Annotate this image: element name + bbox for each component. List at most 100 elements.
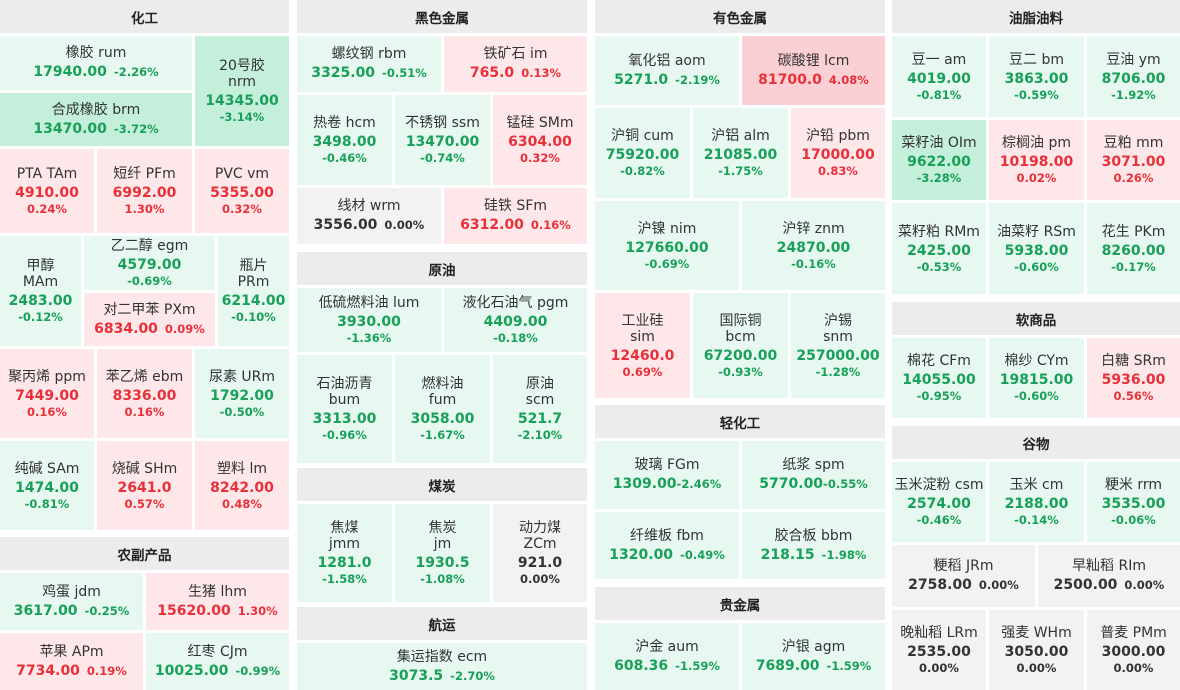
tile-hcm[interactable]: 热卷 hcm 3498.00 -0.46% [297,95,392,185]
tile-value: 1792.00 [210,387,274,404]
tile-rbm[interactable]: 螺纹钢 rbm 3325.00 -0.51% [297,36,441,92]
tile-srm[interactable]: 白糖 SRm 5936.00 0.56% [1087,338,1180,418]
tile-lcm[interactable]: 碳酸锂 lcm 81700.0 4.08% [742,36,885,105]
tile-bcm[interactable]: 国际铜 bcm 67200.00 -0.93% [693,293,788,398]
tile-whm[interactable]: 强麦 WHm 3050.00 0.00% [989,610,1084,690]
tile-mm[interactable]: 豆粕 mm 3071.00 0.26% [1087,120,1180,200]
tile-scm[interactable]: 原油 scm 521.7 -2.10% [493,355,587,463]
tile-lhm[interactable]: 生猪 lhm 15620.00 1.30% [146,573,289,630]
tile-cym[interactable]: 棉纱 CYm 19815.00 -0.60% [989,338,1084,418]
tile-ym[interactable]: 豆油 ym 8706.00 -1.92% [1087,36,1180,117]
tile-change: 0.09% [164,321,205,336]
tile-rrm[interactable]: 粳米 rrm 3535.00 -0.06% [1087,462,1180,542]
tile-csm[interactable]: 玉米淀粉 csm 2574.00 -0.46% [892,462,986,542]
tile-pm[interactable]: 棕榈油 pm 10198.00 0.02% [989,120,1084,200]
tile-fgm[interactable]: 玻璃 FGm 1309.00-2.46% [595,441,739,509]
tile-snm[interactable]: 沪锡 snm 257000.00 -1.28% [791,293,885,398]
tile-name: 乙二醇 egm [110,238,189,254]
tile-value: 12460.0 [610,347,675,364]
tile-value: 3073.5 [389,667,444,684]
tile-prm[interactable]: 瓶片 PRm 6214.00 -0.10% [218,236,289,346]
tile-fbm[interactable]: 纤维板 fbm 1320.00 -0.49% [595,512,739,579]
tile-change: -1.67% [420,428,465,442]
tile-brm[interactable]: 合成橡胶 brm 13470.00 -3.72% [0,93,192,146]
tile-change: -0.81% [24,496,70,511]
tile-name: 聚丙烯 ppm [8,368,86,385]
tile-spm[interactable]: 纸浆 spm 5770.00-0.55% [742,441,885,509]
tile-value: 5938.00 [1004,242,1069,259]
tile-change: -0.60% [1014,389,1059,403]
tile-pbm[interactable]: 沪铅 pbm 17000.00 0.83% [791,108,885,198]
tile-jmm[interactable]: 焦煤 jmm 1281.0 -1.58% [297,504,392,602]
tile-change: -2.26% [113,65,159,79]
tile-alm[interactable]: 沪铝 alm 21085.00 -1.75% [693,108,788,198]
tile-jrm[interactable]: 粳稻 JRm 2758.00 0.00% [892,545,1035,607]
tile-cfm[interactable]: 棉花 CFm 14055.00 -0.95% [892,338,986,418]
tile-aum[interactable]: 沪金 aum 608.36 -1.59% [595,623,739,690]
tile-aom[interactable]: 氧化铝 aom 5271.0 -2.19% [595,36,739,105]
tile-cm[interactable]: 玉米 cm 2188.00 -0.14% [989,462,1084,542]
tile-pmm[interactable]: 普麦 PMm 3000.00 0.00% [1087,610,1180,690]
tile-value: 6304.00 [508,134,572,150]
tile-change: -0.50% [219,404,265,419]
tile-ecm[interactable]: 集运指数 ecm 3073.5 -2.70% [297,643,587,690]
tile-name: 沪铅 pbm [806,128,870,144]
tile-pgm[interactable]: 液化石油气 pgm 4409.00 -0.18% [444,288,587,352]
tile-lm[interactable]: 塑料 lm 8242.00 0.48% [195,441,289,530]
tile-znm[interactable]: 沪锌 znm 24870.00 -0.16% [742,201,885,290]
tile-fum[interactable]: 燃料油 fum 3058.00 -1.67% [395,355,490,463]
tile-bbm[interactable]: 胶合板 bbm 218.15 -1.98% [742,512,885,579]
tile-nim[interactable]: 沪镍 nim 127660.00 -0.69% [595,201,739,290]
tile-rsm[interactable]: 油菜籽 RSm 5938.00 -0.60% [989,203,1084,294]
tile-rim[interactable]: 早籼稻 RIm 2500.00 0.00% [1038,545,1180,607]
tile-sam[interactable]: 纯碱 SAm 1474.00 -0.81% [0,441,94,530]
tile-mam[interactable]: 甲醇 MAm 2483.00 -0.12% [0,236,81,346]
tile-am[interactable]: 豆一 am 4019.00 -0.81% [892,36,986,117]
tile-cum[interactable]: 沪铜 cum 75920.00 -0.82% [595,108,690,198]
tile-name: 纤维板 fbm [630,527,704,544]
tile-zcm[interactable]: 动力煤 ZCm 921.0 0.00% [493,504,587,602]
tile-pxm[interactable]: 对二甲苯 PXm 6834.00 0.09% [84,293,215,346]
tile-lum[interactable]: 低硫燃料油 lum 3930.00 -1.36% [297,288,441,352]
tile-lrm[interactable]: 晚籼稻 LRm 2535.00 0.00% [892,610,986,690]
tile-change: 0.00% [1016,661,1057,675]
tile-ssm[interactable]: 不锈钢 ssm 13470.00 -0.74% [395,95,490,185]
tile-change: 0.32% [222,202,262,216]
tile-tam[interactable]: PTA TAm 4910.00 0.24% [0,149,94,233]
tile-value: 1930.5 [415,555,470,571]
tile-wrm[interactable]: 线材 wrm 3556.00 0.00% [297,188,441,244]
tile-egm[interactable]: 乙二醇 egm 4579.00 -0.69% [84,236,215,290]
tile-change: -1.28% [815,364,861,379]
tile-sim[interactable]: 工业硅 sim 12460.0 0.69% [595,293,690,398]
tile-smm[interactable]: 锰硅 SMm 6304.00 0.32% [493,95,587,185]
tile-apm[interactable]: 苹果 APm 7734.00 0.19% [0,633,143,690]
tile-agm[interactable]: 沪银 agm 7689.00 -1.59% [742,623,885,690]
tile-rmm[interactable]: 菜籽粕 RMm 2425.00 -0.53% [892,203,986,294]
tile-name: 线材 wrm [337,198,401,214]
tile-cjm[interactable]: 红枣 CJm 10025.00 -0.99% [146,633,289,690]
tile-im[interactable]: 铁矿石 im 765.0 0.13% [444,36,587,92]
tile-shm[interactable]: 烧碱 SHm 2641.0 0.57% [97,441,192,530]
tile-ebm[interactable]: 苯乙烯 ebm 8336.00 0.16% [97,349,192,438]
tile-sfm[interactable]: 硅铁 SFm 6312.00 0.16% [444,188,587,244]
tile-bm[interactable]: 豆二 bm 3863.00 -0.59% [989,36,1084,117]
tile-name: 棉纱 CYm [1004,353,1069,369]
tile-name: 石油沥青 bum [316,376,373,408]
tile-change: -0.12% [18,310,63,324]
tile-urm[interactable]: 尿素 URm 1792.00 -0.50% [195,349,289,438]
tile-change: 0.83% [818,164,858,178]
tile-ppm[interactable]: 聚丙烯 ppm 7449.00 0.16% [0,349,94,438]
tile-name: 沪银 agm [781,638,846,655]
tile-jdm[interactable]: 鸡蛋 jdm 3617.00 -0.25% [0,573,143,630]
tile-pkm[interactable]: 花生 PKm 8260.00 -0.17% [1087,203,1180,294]
tile-bum[interactable]: 石油沥青 bum 3313.00 -0.96% [297,355,392,463]
tile-jm[interactable]: 焦炭 jm 1930.5 -1.08% [395,504,490,602]
tile-rum[interactable]: 橡胶 rum 17940.00 -2.26% [0,36,192,90]
tile-value: 17000.00 [801,147,875,163]
tile-pfm[interactable]: 短纤 PFm 6992.00 1.30% [97,149,192,233]
tile-oim[interactable]: 菜籽油 OIm 9622.00 -3.28% [892,120,986,200]
tile-name: 不锈钢 ssm [405,115,480,131]
tile-nrm[interactable]: 20号胶 nrm 14345.00 -3.14% [195,36,289,146]
tile-name: 纯碱 SAm [14,460,80,477]
tile-vm[interactable]: PVC vm 5355.00 0.32% [195,149,289,233]
